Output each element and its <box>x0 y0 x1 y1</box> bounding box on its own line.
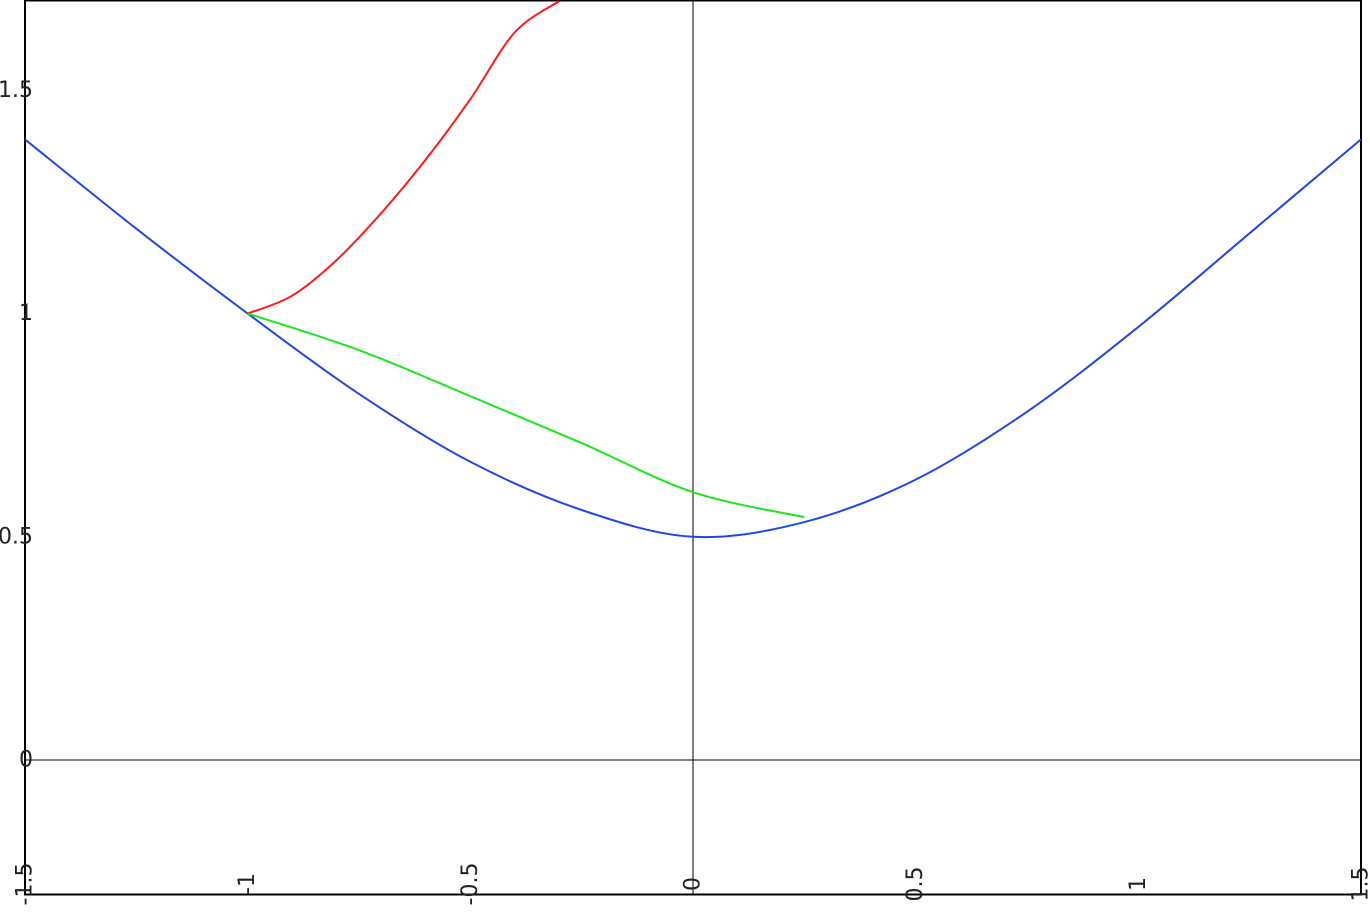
y-tick-label: 1 <box>19 301 33 326</box>
y-tick-label: 1.5 <box>0 78 33 103</box>
x-tick-label: 1.5 <box>1349 867 1370 902</box>
series-line-1 <box>24 138 1362 539</box>
x-tick-label: 1 <box>1126 877 1151 891</box>
series-line-2 <box>247 0 560 315</box>
y-tick-label: 0 <box>19 748 33 773</box>
x-tick-label: -1.5 <box>13 863 38 906</box>
x-tick-label: 0.5 <box>903 867 928 902</box>
y-tick-labels: 0 0.5 1 1.5 <box>0 78 33 773</box>
y-tick-label: 0.5 <box>0 524 33 549</box>
x-tick-label: 0 <box>681 877 706 891</box>
series-layer <box>24 0 1362 539</box>
x-tick-labels: -1.5 -1 -0.5 0 0.5 1 1.5 <box>13 863 1370 906</box>
series-line-3 <box>247 312 805 519</box>
x-tick-label: -0.5 <box>458 863 483 906</box>
x-tick-label: -1 <box>235 873 260 895</box>
